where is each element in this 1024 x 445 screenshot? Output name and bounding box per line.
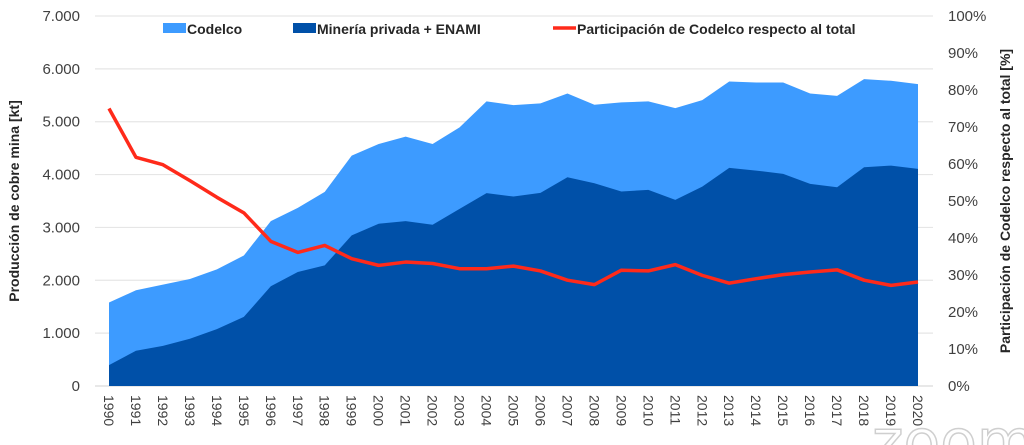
x-tick-label: 2018 xyxy=(856,395,872,426)
y-tick-label: 0 xyxy=(72,378,80,395)
y-axis-right-title: Participación de Codelco respecto al tot… xyxy=(997,49,1013,353)
x-tick-label: 1995 xyxy=(236,395,252,426)
x-tick-label: 2013 xyxy=(721,395,737,426)
x-tick-label: 1999 xyxy=(344,395,360,426)
x-tick-label: 2011 xyxy=(667,395,683,425)
x-tick-label: 2015 xyxy=(775,395,791,426)
legend: Codelco Minería privada + ENAMI Particip… xyxy=(163,21,856,37)
area-mineria-privada-enami xyxy=(109,165,918,386)
y-axis-left-title: Producción de cobre mina [kt] xyxy=(6,100,22,301)
x-axis-ticks: 1990 1991 1992 1993 1994 1995 1996 1997 1998 1999… xyxy=(101,395,926,426)
x-tick-label: 1996 xyxy=(263,395,279,426)
y-tick-label: 3.000 xyxy=(42,219,80,236)
x-tick-label: 1998 xyxy=(317,395,333,426)
y2-tick-label: 80% xyxy=(948,82,978,99)
x-tick-label: 2002 xyxy=(425,395,441,426)
x-tick-label: 2010 xyxy=(640,395,656,426)
legend-label-participacion: Participación de Codelco respecto al tot… xyxy=(577,21,856,37)
y-axis-right-ticks: 0% 10% 20% 30% 40% 50% 60% 70% 80% 90% 100% xyxy=(948,8,986,395)
plot-areas xyxy=(109,79,918,387)
y2-tick-label: 20% xyxy=(948,304,978,321)
y-tick-label: 4.000 xyxy=(42,167,80,184)
x-tick-label: 1992 xyxy=(155,395,171,426)
x-tick-label: 2008 xyxy=(586,395,602,426)
y-tick-label: 1.000 xyxy=(42,325,80,342)
x-tick-label: 2005 xyxy=(506,395,522,426)
x-tick-label: 1993 xyxy=(182,395,198,426)
y2-tick-label: 10% xyxy=(948,341,978,358)
x-tick-label: 2012 xyxy=(694,395,710,426)
x-tick-label: 2001 xyxy=(398,395,414,426)
x-tick-label: 2007 xyxy=(559,395,575,426)
y-tick-label: 6.000 xyxy=(42,61,80,78)
y2-tick-label: 40% xyxy=(948,230,978,247)
x-tick-label: 2019 xyxy=(883,395,899,426)
x-tick-label: 1991 xyxy=(128,395,144,426)
x-tick-label: 2014 xyxy=(748,395,764,426)
y2-tick-label: 0% xyxy=(948,378,970,395)
y-axis-left-ticks: 0 1.000 2.000 3.000 4.000 5.000 6.000 7.000 xyxy=(42,8,80,395)
y2-tick-label: 100% xyxy=(948,8,986,25)
x-tick-label: 1997 xyxy=(290,395,306,426)
y2-tick-label: 50% xyxy=(948,193,978,210)
x-tick-label: 2004 xyxy=(479,395,495,426)
y-tick-label: 2.000 xyxy=(42,272,80,289)
y2-tick-label: 90% xyxy=(948,45,978,62)
legend-label-codelco: Codelco xyxy=(187,21,242,37)
x-tick-label: 2017 xyxy=(829,395,845,426)
x-tick-label: 1990 xyxy=(101,395,117,426)
plot-line xyxy=(107,107,919,288)
y2-tick-label: 30% xyxy=(948,267,978,284)
x-tick-label: 2006 xyxy=(532,395,548,426)
y2-tick-label: 60% xyxy=(948,156,978,173)
y2-tick-label: 70% xyxy=(948,119,978,136)
x-tick-label: 2009 xyxy=(613,395,629,426)
y-tick-label: 7.000 xyxy=(42,8,80,25)
watermark: zoom xyxy=(872,407,1024,445)
legend-swatch-mineria xyxy=(293,23,316,33)
x-tick-label: 1994 xyxy=(209,395,225,426)
x-tick-label: 2020 xyxy=(910,395,926,426)
x-tick-label: 2000 xyxy=(371,395,387,426)
y-tick-label: 5.000 xyxy=(42,114,80,131)
legend-swatch-codelco xyxy=(163,23,186,33)
x-tick-label: 2016 xyxy=(802,395,818,426)
legend-label-mineria: Minería privada + ENAMI xyxy=(317,21,481,37)
x-tick-label: 2003 xyxy=(452,395,468,426)
